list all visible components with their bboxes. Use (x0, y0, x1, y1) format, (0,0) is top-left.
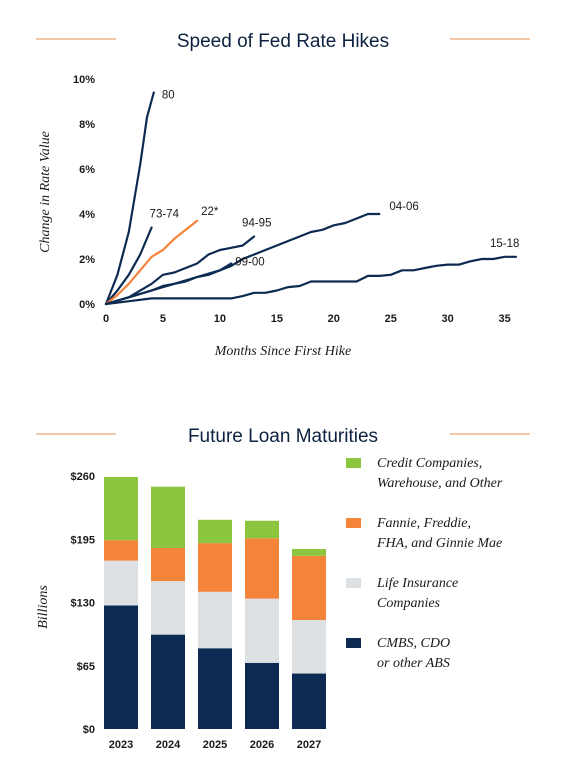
rate-hikes-y-tick-label: 0% (79, 299, 95, 311)
legend-swatch-life-insurance-companies (346, 578, 361, 588)
rate-hikes-y-axis-label: Change in Rate Value (38, 131, 53, 253)
rate-hikes-y-tick-label: 2% (79, 254, 95, 266)
loan-maturities-x-tick-label: 2024 (156, 739, 181, 751)
loan-maturities-bars (104, 476, 326, 729)
rate-hikes-x-tick-label: 10 (214, 313, 226, 325)
bar-segment-2026-fannie-freddie-fha-and-ginnie-mae (245, 538, 279, 599)
bar-segment-2024-life-insurance-companies (151, 581, 185, 635)
series-line-80 (104, 91, 155, 306)
rate-hikes-x-tick-label: 30 (442, 313, 454, 325)
series-label-22: 22* (201, 206, 219, 218)
bar-segment-2023-credit-companies-warehouse-and-other (104, 476, 138, 541)
bar-segment-2023-life-insurance-companies (104, 560, 138, 606)
rate-hikes-y-tick-label: 4% (79, 209, 95, 221)
legend-swatch-cmbs-cdo-or-other-abs (346, 638, 361, 648)
bar-segment-2027-cmbs-cdo-or-other-abs (292, 673, 326, 729)
bar-segment-2023-cmbs-cdo-or-other-abs (104, 605, 138, 729)
series-line-22 (104, 219, 199, 306)
bar-segment-2027-life-insurance-companies (292, 620, 326, 674)
loan-maturities-title: Future Loan Maturities (188, 426, 378, 447)
loan-maturities-y-axis-label: Billions (36, 585, 51, 629)
rate-hikes-title: Speed of Fed Rate Hikes (177, 31, 389, 52)
series-line-15-18 (104, 255, 518, 306)
bar-segment-2027-credit-companies-warehouse-and-other (292, 548, 326, 556)
loan-maturities-y-tick-label: $260 (71, 471, 95, 483)
loan-maturities-y-tick-label: $65 (77, 661, 95, 673)
legend-label-life-insurance-companies: Life Insurance Companies (376, 576, 458, 611)
series-line-73-74 (104, 226, 153, 306)
rate-hikes-x-tick-label: 35 (498, 313, 510, 325)
bar-segment-2026-credit-companies-warehouse-and-other (245, 520, 279, 539)
rate-hikes-x-tick-label: 20 (328, 313, 340, 325)
series-label-73-74: 73-74 (150, 209, 180, 221)
loan-maturities-y-tick-label: $195 (71, 534, 95, 546)
bar-segment-2024-cmbs-cdo-or-other-abs (151, 634, 185, 729)
rate-hikes-series (104, 91, 518, 306)
bar-segment-2023-fannie-freddie-fha-and-ginnie-mae (104, 540, 138, 561)
rate-hikes-y-ticks: 0% 2% 4% 6% 8% 10% (73, 74, 95, 311)
bar-segment-2025-fannie-freddie-fha-and-ginnie-mae (198, 543, 232, 592)
series-label-04-06: 04-06 (389, 201, 418, 213)
series-label-99-00: 99-00 (235, 257, 264, 269)
rate-hikes-x-tick-label: 25 (385, 313, 397, 325)
loan-maturities-y-tick-label: $0 (83, 724, 95, 736)
legend-swatch-credit-companies-warehouse-and-other (346, 458, 361, 468)
series-line-04-06 (104, 212, 381, 306)
bar-segment-2024-fannie-freddie-fha-and-ginnie-mae (151, 548, 185, 582)
legend-swatch-fannie-freddie-fha-and-ginnie-mae (346, 518, 361, 528)
bar-segment-2024-credit-companies-warehouse-and-other (151, 486, 185, 549)
series-label-80: 80 (162, 90, 175, 102)
series-line-94-95 (104, 235, 256, 306)
bar-segment-2025-cmbs-cdo-or-other-abs (198, 648, 232, 729)
loan-maturities-x-tick-label: 2027 (297, 739, 321, 751)
loan-maturities-y-ticks: $0 $65 $130 $195 $260 (71, 471, 95, 736)
loan-maturities-y-tick-label: $130 (71, 598, 95, 610)
series-label-94-95: 94-95 (242, 218, 271, 230)
rate-hikes-x-ticks: 0 5 10 15 20 25 30 35 (103, 313, 511, 325)
bar-segment-2027-fannie-freddie-fha-and-ginnie-mae (292, 555, 326, 621)
rate-hikes-y-tick-label: 6% (79, 164, 95, 176)
loan-maturities-x-tick-label: 2023 (109, 739, 133, 751)
loan-maturities-x-tick-label: 2025 (203, 739, 227, 751)
loan-maturities-legend: Credit Companies, Warehouse, and Other Fan… (346, 456, 503, 671)
rate-hikes-x-tick-label: 15 (271, 313, 283, 325)
rate-hikes-x-axis-label: Months Since First Hike (214, 344, 351, 359)
legend-label-fannie-freddie-fha-and-ginnie-mae: Fannie, Freddie, FHA, and Ginnie Mae (376, 516, 502, 551)
bar-segment-2025-life-insurance-companies (198, 591, 232, 649)
legend-label-credit-companies-warehouse-and-other: Credit Companies, Warehouse, and Other (377, 456, 503, 491)
loan-maturities-x-ticks: 2023 2024 2025 2026 2027 (109, 739, 321, 751)
rate-hikes-y-tick-label: 8% (79, 119, 95, 131)
rate-hikes-series-labels: 80 73-74 22* 94-95 99-00 04-06 15-18 (150, 90, 520, 269)
legend-label-cmbs-cdo-or-other-abs: CMBS, CDO or other ABS (377, 636, 450, 671)
bar-segment-2026-life-insurance-companies (245, 598, 279, 663)
bar-segment-2025-credit-companies-warehouse-and-other (198, 519, 232, 544)
rate-hikes-chart: 0% 2% 4% 6% 8% 10% 0 5 10 15 20 25 30 35 80 73-74 22* 9… (38, 74, 519, 359)
series-label-15-18: 15-18 (490, 238, 519, 250)
loan-maturities-chart: $0 $65 $130 $195 $260 2023 2024 2025 2026 2027 C… (36, 456, 503, 751)
rate-hikes-y-tick-label: 10% (73, 74, 95, 86)
rate-hikes-x-tick-label: 5 (160, 313, 166, 325)
loan-maturities-x-tick-label: 2026 (250, 739, 274, 751)
rate-hikes-x-tick-label: 0 (103, 313, 109, 325)
bar-segment-2026-cmbs-cdo-or-other-abs (245, 662, 279, 729)
